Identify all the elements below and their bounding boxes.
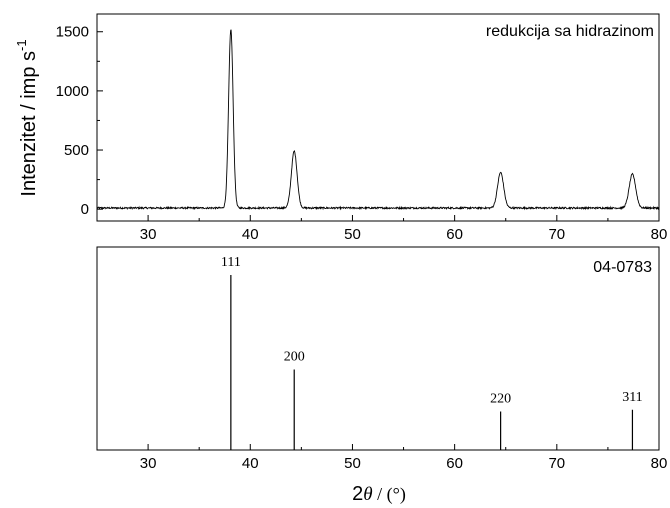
bottom-plot-frame — [96, 246, 660, 451]
bottom-panel-annotation: 04-0783 — [593, 259, 652, 276]
top-panel-annotation: redukcija sa hidrazinom — [486, 23, 654, 40]
bottom-x-tick-label: 30 — [140, 455, 157, 472]
top-x-tick-label: 30 — [140, 226, 157, 243]
x-axis-label-prefix: 2 — [352, 483, 363, 505]
reflection-label-311: 311 — [622, 390, 642, 405]
top-y-tick-label: 500 — [64, 142, 89, 159]
reflection-label-111: 111 — [221, 255, 241, 270]
top-x-tick-label: 70 — [548, 226, 565, 243]
top-panel: 30 40 50 60 70 80 0 500 1000 1500 redukcija sa h… — [14, 13, 668, 243]
reflection-label-200: 200 — [284, 350, 305, 365]
top-x-ticks: 30 40 50 60 70 80 — [96, 215, 668, 243]
bottom-x-tick-label: 60 — [446, 455, 463, 472]
top-x-tick-label: 80 — [651, 226, 668, 243]
x-axis-label-suffix: / (°) — [373, 484, 406, 505]
x-axis-label: 2θ / (°) — [352, 483, 406, 505]
top-plot-frame — [96, 13, 660, 222]
bottom-x-tick-label: 50 — [344, 455, 361, 472]
x-axis-label-symbol: θ — [363, 484, 372, 505]
top-y-ticks: 0 500 1000 1500 — [56, 24, 103, 218]
y-axis-label-text: Intenzitet / imp s — [18, 51, 40, 197]
y-axis-label: Intenzitet / imp s-1 — [14, 39, 40, 196]
bottom-x-ticks: 30 40 50 60 70 80 — [96, 444, 668, 472]
reference-reflections: 111 200 220 311 — [221, 255, 643, 450]
top-y-tick-label: 0 — [81, 201, 89, 218]
bottom-x-tick-label: 70 — [548, 455, 565, 472]
diffraction-pattern-line — [96, 29, 660, 211]
top-y-tick-label: 1500 — [56, 24, 89, 41]
bottom-x-tick-label: 40 — [242, 455, 259, 472]
reflection-label-220: 220 — [490, 392, 511, 407]
top-x-tick-label: 60 — [446, 226, 463, 243]
top-x-tick-label: 40 — [242, 226, 259, 243]
top-y-tick-label: 1000 — [56, 83, 89, 100]
bottom-panel: 111 200 220 311 30 40 50 60 70 80 04-0783 2θ / (… — [96, 246, 668, 505]
top-x-tick-label: 50 — [344, 226, 361, 243]
bottom-x-tick-label: 80 — [651, 455, 668, 472]
y-axis-label-superscript: -1 — [14, 39, 29, 51]
